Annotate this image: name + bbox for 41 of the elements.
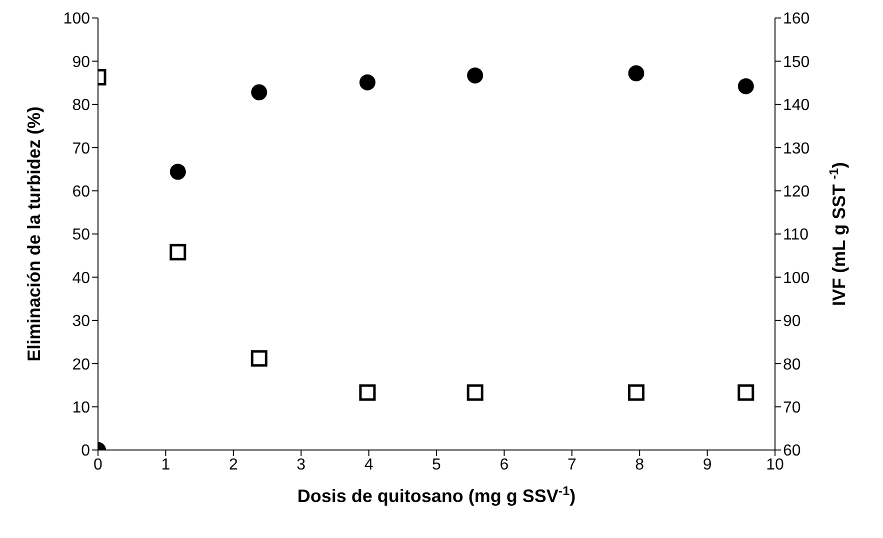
point (250, 350, 268, 367)
y2-tick-label: 60 (783, 442, 801, 460)
x-tick-label: 6 (500, 456, 509, 474)
y2-tick-label: 140 (783, 97, 810, 114)
y-axis-title: Eliminación de la turbidez (%) (24, 106, 44, 362)
point (170, 244, 186, 260)
x-tick-label: 0 (94, 456, 103, 474)
y2-tick-label: 70 (783, 399, 801, 416)
y2-tick-label: 100 (783, 270, 810, 287)
x-tick-label: 1 (161, 456, 170, 474)
y-tick-label: 0 (81, 442, 90, 460)
x-tick-label: 9 (702, 456, 712, 474)
y-tick-label: 10 (72, 399, 90, 416)
point (738, 384, 754, 401)
point (359, 384, 376, 401)
y-tick-label: 30 (72, 313, 90, 330)
y2-tick-label: 90 (783, 313, 801, 330)
y-tick-label: 20 (72, 356, 90, 374)
x-tick-label: 2 (228, 456, 238, 474)
x-tick-label: 4 (364, 456, 374, 474)
y2-tick-label: 150 (783, 54, 810, 71)
x-tick-label: 10 (766, 456, 784, 474)
y-tick-label: 80 (72, 97, 90, 114)
y2-tick-label: 110 (783, 226, 809, 244)
point (628, 384, 644, 401)
y2-tick-label: 130 (783, 140, 810, 158)
x-tick-label: 8 (635, 456, 644, 474)
y-tick-label: 60 (72, 183, 90, 200)
y2-tick-label: 120 (783, 183, 810, 200)
y2-tick-label: 160 (783, 10, 810, 28)
y-tick-label: 40 (72, 270, 90, 287)
x-tick-label: 7 (567, 456, 576, 474)
y-tick-label: 70 (72, 140, 90, 158)
y-tick-label: 50 (72, 226, 90, 244)
y-tick-label: 100 (63, 10, 90, 28)
x-tick-label: 3 (296, 456, 306, 474)
x-axis-title: Dosis de quitosano (mg g SSV$^{-1}$) (297, 484, 576, 506)
point (466, 384, 484, 401)
x-tick-label: 5 (432, 456, 442, 474)
y2-tick-label: 80 (783, 356, 801, 374)
y-tick-label: 90 (72, 54, 90, 71)
